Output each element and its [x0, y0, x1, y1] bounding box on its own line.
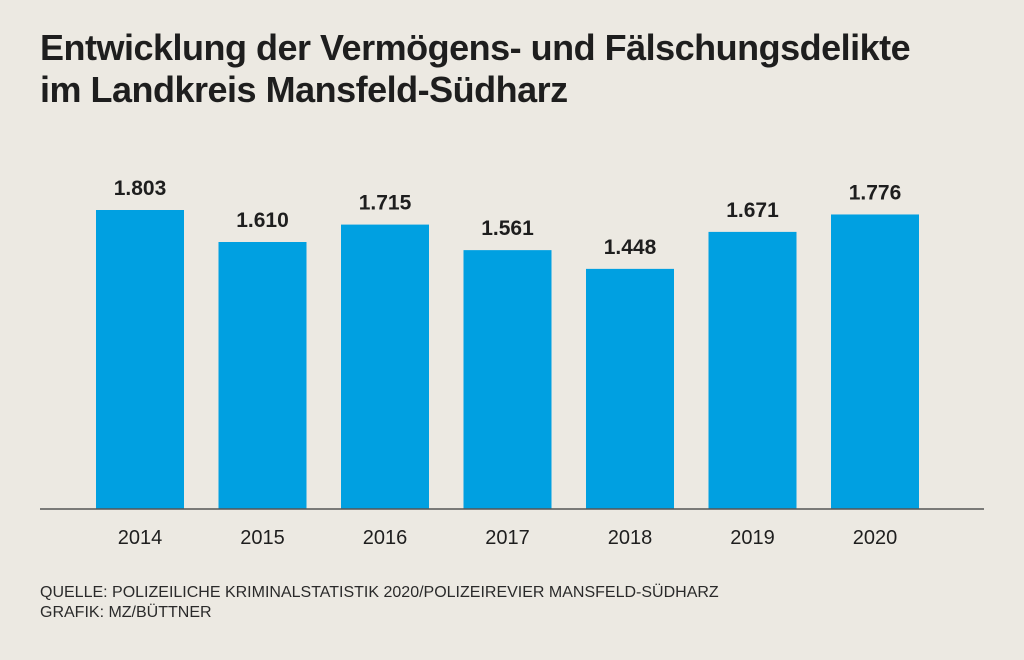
bar-2014 — [96, 210, 184, 509]
chart-title: Entwicklung der Vermögens- und Fälschung… — [40, 27, 1000, 111]
value-label-2015: 1.610 — [236, 209, 289, 232]
graphic-credit: GRAFIK: MZ/BÜTTNER — [40, 604, 212, 621]
footer: QUELLE: POLIZEILICHE KRIMINALSTATISTIK 2… — [40, 583, 719, 623]
value-label-2014: 1.803 — [114, 177, 167, 200]
x-tick-labels-group: 2014 2015 2016 2017 2018 2019 2020 — [118, 527, 898, 549]
x-tick-label-2015: 2015 — [240, 527, 285, 549]
bar-2015 — [218, 242, 307, 509]
bar-2017 — [463, 250, 552, 509]
bars-group — [96, 210, 919, 510]
value-label-2019: 1.671 — [726, 199, 779, 222]
bar-chart: 1.803 1.610 1.715 1.561 1.448 1.671 1.776 2014… — [40, 177, 984, 549]
value-label-2020: 1.776 — [849, 181, 902, 204]
x-tick-label-2020: 2020 — [853, 527, 898, 549]
x-tick-label-2016: 2016 — [363, 527, 408, 549]
x-tick-label-2014: 2014 — [118, 527, 163, 549]
x-tick-label-2018: 2018 — [608, 527, 653, 549]
chart-title-line-1: Entwicklung der Vermögens- und Fälschung… — [40, 27, 911, 68]
source-note: QUELLE: POLIZEILICHE KRIMINALSTATISTIK 2… — [40, 584, 719, 601]
x-tick-label-2019: 2019 — [730, 527, 775, 549]
bar-2019 — [708, 231, 797, 509]
value-label-2017: 1.561 — [481, 217, 534, 240]
bar-2020 — [831, 214, 919, 509]
x-tick-label-2017: 2017 — [485, 527, 530, 549]
bar-2016 — [341, 224, 429, 510]
chart-title-line-2: im Landkreis Mansfeld-Südharz — [40, 69, 568, 110]
value-label-2018: 1.448 — [604, 236, 657, 259]
bar-2018 — [586, 268, 674, 509]
value-label-2016: 1.715 — [359, 192, 412, 215]
value-labels-group: 1.803 1.610 1.715 1.561 1.448 1.671 1.776 — [114, 177, 902, 259]
